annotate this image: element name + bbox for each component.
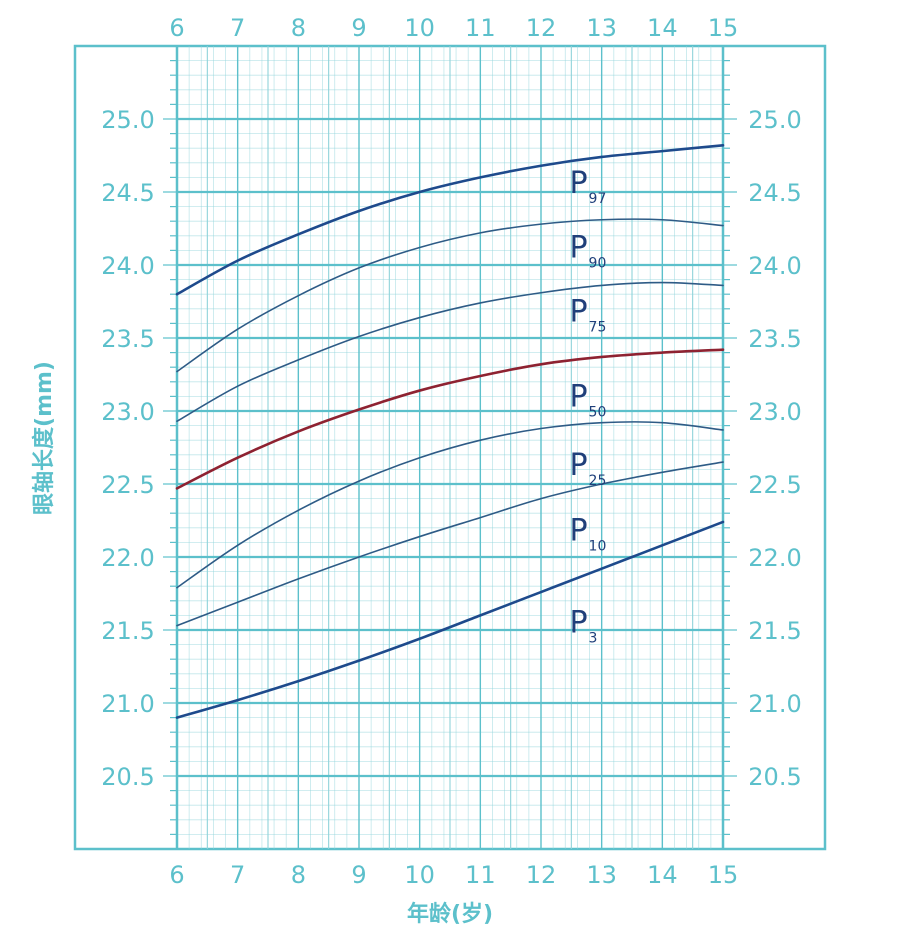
- x-tick-label-top: 8: [291, 14, 306, 42]
- series-line-p3: [175, 520, 725, 719]
- y-tick-label-right: 24.0: [748, 252, 801, 280]
- x-tick-label-top: 15: [708, 14, 739, 42]
- series-label-sub-p10: 10: [589, 539, 607, 555]
- series-line-p75: [176, 281, 724, 423]
- y-tick-label-left: 23.5: [101, 325, 154, 353]
- series-line-p97: [175, 143, 725, 296]
- y-tick-label-right: 23.5: [748, 325, 801, 353]
- x-tick-label-bottom: 12: [526, 861, 557, 889]
- x-tick-label-bottom: 15: [708, 861, 739, 889]
- series-line-p90: [176, 218, 724, 373]
- x-tick-label-bottom: 8: [291, 861, 306, 889]
- y-tick-label-left: 22.5: [101, 471, 154, 499]
- x-tick-label-bottom: 7: [230, 861, 245, 889]
- tick-marks: [163, 59, 737, 836]
- y-tick-label-right: 23.0: [748, 398, 801, 426]
- y-tick-label-right: 21.5: [748, 617, 801, 645]
- x-tick-label-top: 9: [351, 14, 366, 42]
- series-labels: P 97P 90P 75P 50P 25P 10P 3: [570, 166, 607, 646]
- series-label-sub-p75: 75: [589, 320, 607, 336]
- series-label-p90: P: [570, 230, 588, 265]
- series-label-sub-p97: 97: [589, 191, 607, 207]
- y-tick-label-right: 24.5: [748, 179, 801, 207]
- series-label-p75: P: [570, 295, 588, 330]
- series-label-p10: P: [570, 514, 588, 549]
- y-tick-label-left: 21.0: [101, 690, 154, 718]
- major-grid: [175, 46, 725, 849]
- x-tick-label-bottom: 10: [404, 861, 435, 889]
- x-tick-label-bottom: 11: [465, 861, 496, 889]
- x-tick-label-bottom: 13: [586, 861, 617, 889]
- y-tick-label-left: 25.0: [101, 106, 154, 134]
- x-tick-label-top: 12: [526, 14, 557, 42]
- x-tick-label-top: 13: [586, 14, 617, 42]
- series-label-sub-p25: 25: [589, 473, 607, 489]
- x-tick-label-top: 11: [465, 14, 496, 42]
- y-tick-label-right: 21.0: [748, 690, 801, 718]
- x-tick-label-top: 6: [169, 14, 184, 42]
- x-tick-label-top: 10: [404, 14, 435, 42]
- y-tick-label-left: 22.0: [101, 544, 154, 572]
- y-tick-label-left: 20.5: [101, 763, 154, 791]
- x-tick-label-top: 7: [230, 14, 245, 42]
- x-tick-label-bottom: 6: [169, 861, 184, 889]
- y-tick-label-left: 24.0: [101, 252, 154, 280]
- x-tick-label-bottom: 14: [647, 861, 678, 889]
- series-label-p25: P: [570, 448, 588, 483]
- y-tick-label-left: 24.5: [101, 179, 154, 207]
- series-label-sub-p90: 90: [589, 255, 607, 271]
- x-axis-title: 年龄(岁): [407, 901, 493, 927]
- axis-tick-labels: 6 6 7 7 8 8 9 9 10 10 11 11 12 12 13 13 14 14 15 15 20.5 20.5…: [101, 14, 801, 889]
- series-label-sub-p50: 50: [589, 404, 607, 420]
- y-axis-title: 眼轴长度(mm): [31, 361, 57, 515]
- x-tick-label-top: 14: [647, 14, 678, 42]
- y-tick-label-right: 22.0: [748, 544, 801, 572]
- y-tick-label-right: 20.5: [748, 763, 801, 791]
- y-tick-label-left: 23.0: [101, 398, 154, 426]
- x-tick-label-bottom: 9: [351, 861, 366, 889]
- y-tick-label-left: 21.5: [101, 617, 154, 645]
- series-label-p3: P: [570, 606, 588, 641]
- series-label-p50: P: [570, 379, 588, 414]
- series-label-p97: P: [570, 166, 588, 201]
- series-line-p10: [176, 461, 724, 627]
- series-label-sub-p3: 3: [589, 631, 598, 647]
- y-tick-label-right: 25.0: [748, 106, 801, 134]
- y-tick-label-right: 22.5: [748, 471, 801, 499]
- series-line-p50: [175, 348, 725, 490]
- series-line-p25: [176, 421, 724, 589]
- series-layer: [175, 143, 725, 719]
